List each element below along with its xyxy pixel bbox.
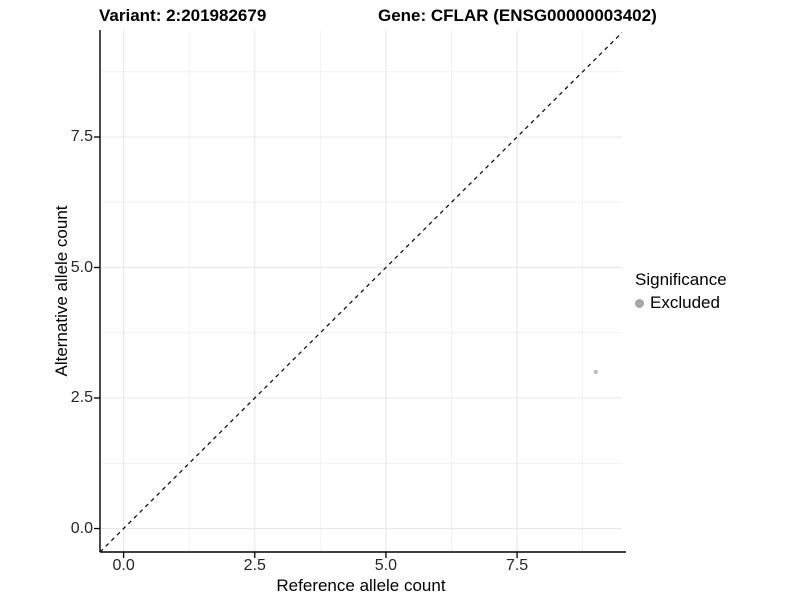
plot-title-gene: Gene: CFLAR (ENSG00000003402) [378, 6, 657, 25]
y-tick-label: 0.0 [70, 519, 93, 537]
plot-panel [94, 30, 626, 558]
y-axis-label: Alternative allele count [52, 205, 71, 377]
identity-line [99, 32, 623, 553]
x-tick-label: 2.5 [243, 557, 266, 574]
legend: Significance Excluded [635, 270, 727, 313]
y-tick-label: 7.5 [70, 128, 93, 145]
x-tick-label: 0.0 [112, 557, 135, 574]
x-tick-label: 7.5 [505, 557, 529, 574]
data-point [593, 369, 599, 375]
y-tick-label: 5.0 [70, 258, 93, 276]
legend-item-excluded: Excluded [635, 293, 727, 313]
x-axis-label: Reference allele count [276, 576, 446, 595]
y-tick-label: 2.5 [70, 389, 93, 406]
x-tick-label: 5.0 [374, 557, 398, 574]
plot-title-variant: Variant: 2:201982679 [99, 6, 267, 25]
legend-title: Significance [635, 270, 727, 289]
legend-point-icon [635, 298, 644, 308]
legend-item-label: Excluded [650, 293, 720, 312]
